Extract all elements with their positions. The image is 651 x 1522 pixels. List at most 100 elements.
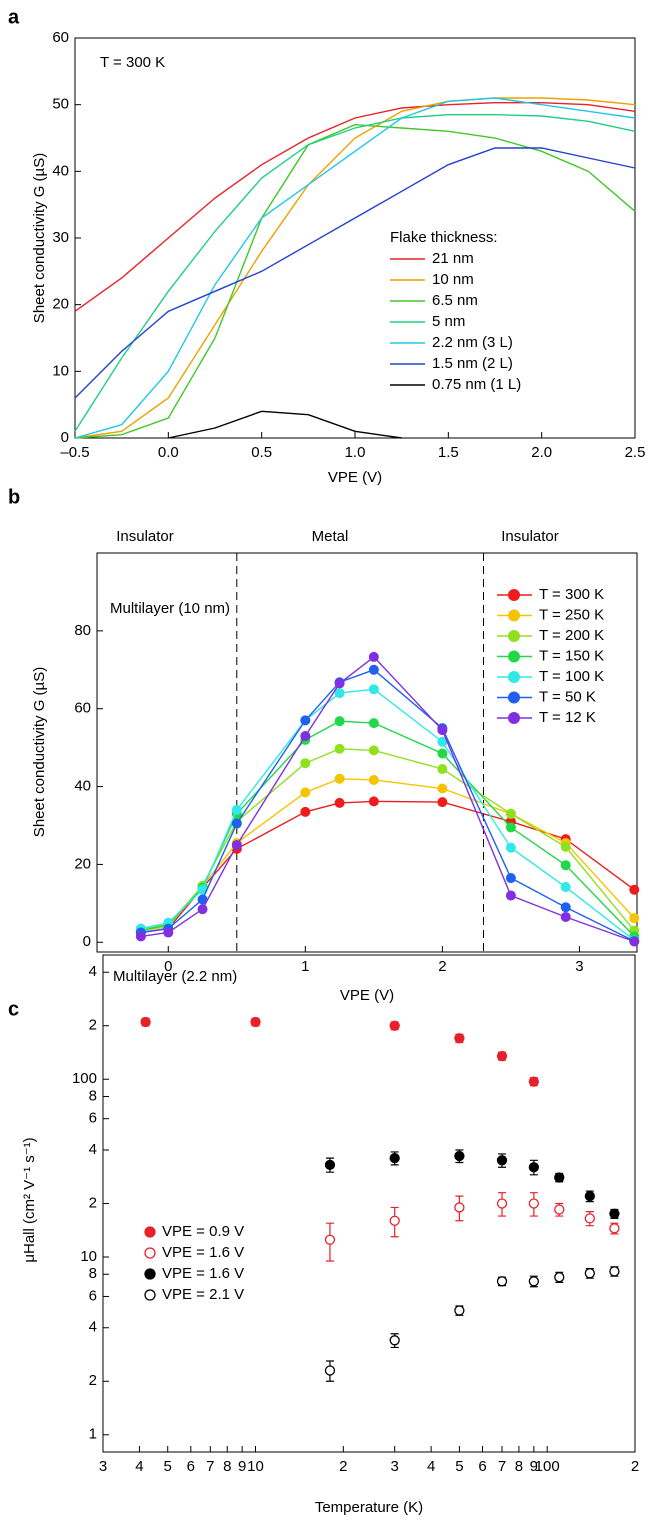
legend-marker xyxy=(144,1289,156,1301)
data-point xyxy=(437,725,448,736)
data-point xyxy=(554,1272,565,1283)
legend-label: VPE = 1.6 V xyxy=(162,1244,244,1261)
x-tick-label: 6 xyxy=(187,1458,195,1475)
data-point xyxy=(368,718,379,729)
y-axis-label: Sheet conductivity G (µS) xyxy=(31,153,48,323)
y-tick-label: 30 xyxy=(52,229,69,246)
data-point xyxy=(584,1213,595,1224)
data-point xyxy=(334,743,345,754)
legend-label: 10 nm xyxy=(432,271,474,288)
data-point xyxy=(554,1204,565,1215)
y-tick-label: 2 xyxy=(89,1017,97,1034)
data-point xyxy=(231,818,242,829)
x-tick-label: 1.0 xyxy=(345,444,366,461)
data-point xyxy=(140,1016,151,1028)
data-point xyxy=(334,678,345,689)
data-point xyxy=(324,1159,336,1170)
y-tick-label: 60 xyxy=(52,29,69,46)
series-line xyxy=(74,123,636,439)
data-point xyxy=(629,913,640,924)
data-point xyxy=(560,841,571,852)
data-point xyxy=(368,684,379,695)
y-tick-label: 10 xyxy=(80,1248,97,1265)
data-point xyxy=(368,664,379,675)
legend-label: T = 300 K xyxy=(539,586,604,603)
panel-letter: c xyxy=(8,998,19,1020)
legend-label: T = 200 K xyxy=(539,627,604,644)
data-point xyxy=(231,804,242,815)
legend-label: 0.75 nm (1 L) xyxy=(432,376,521,393)
x-tick-label: 7 xyxy=(498,1458,506,1475)
annotation: Multilayer (10 nm) xyxy=(110,600,230,617)
data-point xyxy=(609,1208,620,1219)
y-tick-label: 6 xyxy=(89,1110,97,1127)
y-tick-label: 0 xyxy=(83,933,91,950)
data-point xyxy=(389,1215,400,1226)
data-point xyxy=(496,1276,508,1287)
annotation: T = 300 K xyxy=(100,54,165,71)
x-tick-label: 9 xyxy=(530,1458,538,1475)
series-line xyxy=(74,114,636,432)
data-point xyxy=(496,1050,508,1062)
legend-label: T = 100 K xyxy=(539,668,604,685)
x-tick-label: 2.0 xyxy=(531,444,552,461)
data-point xyxy=(560,902,571,913)
data-point xyxy=(437,736,448,747)
data-point xyxy=(368,774,379,785)
y-tick-label: 2 xyxy=(89,1372,97,1389)
data-point xyxy=(560,860,571,871)
x-tick-label: 4 xyxy=(427,1458,435,1475)
data-point xyxy=(584,1268,595,1279)
x-tick-label: 9 xyxy=(238,1458,246,1475)
x-axis-label: Temperature (K) xyxy=(315,1499,423,1516)
y-axis-label: Sheet conductivity G (µS) xyxy=(31,667,48,837)
legend-marker xyxy=(508,650,520,663)
data-point xyxy=(609,1266,620,1277)
series-line xyxy=(140,688,635,941)
x-tick-label: 2 xyxy=(339,1458,347,1475)
annotation: Multilayer (2.2 nm) xyxy=(113,968,237,985)
data-point xyxy=(584,1190,595,1202)
data-point xyxy=(437,764,448,775)
data-point xyxy=(437,748,448,759)
y-tick-label: 2 xyxy=(89,1194,97,1211)
x-tick-label: 10 xyxy=(247,1458,264,1475)
series-line xyxy=(140,800,635,934)
data-point xyxy=(197,894,208,905)
panel-letter: b xyxy=(8,486,20,508)
region-label: Insulator xyxy=(116,528,174,545)
data-point xyxy=(135,931,146,942)
x-tick-label: 3 xyxy=(391,1458,399,1475)
data-point xyxy=(334,773,345,784)
legend-label: 5 nm xyxy=(432,313,465,330)
legend-label: VPE = 2.1 V xyxy=(162,1286,244,1303)
x-tick-label: 1.5 xyxy=(438,444,459,461)
legend-marker xyxy=(144,1247,156,1259)
y-tick-label: 40 xyxy=(52,162,69,179)
data-point xyxy=(505,890,516,901)
data-point xyxy=(629,936,640,947)
x-axis-label: VPE (V) xyxy=(340,987,394,1004)
data-point xyxy=(560,881,571,892)
data-point xyxy=(389,1335,400,1346)
legend-marker xyxy=(508,609,520,622)
data-point xyxy=(163,927,174,938)
y-tick-label: 1 xyxy=(89,1426,97,1443)
x-tick-label: 8 xyxy=(515,1458,523,1475)
data-point xyxy=(505,873,516,884)
legend-label: T = 250 K xyxy=(539,606,604,623)
legend-label: T = 150 K xyxy=(539,647,604,664)
data-point xyxy=(334,716,345,727)
legend-label: VPE = 0.9 V xyxy=(162,1223,244,1240)
y-tick-label: 50 xyxy=(52,96,69,113)
data-point xyxy=(231,839,242,850)
legend-label: 6.5 nm xyxy=(432,292,478,309)
x-tick-label: 3 xyxy=(99,1458,107,1475)
data-point xyxy=(334,797,345,808)
data-point xyxy=(300,806,311,817)
data-point xyxy=(560,911,571,922)
y-tick-label: 8 xyxy=(89,1265,97,1282)
data-point xyxy=(454,1202,465,1213)
x-tick-label: 0 xyxy=(164,958,172,975)
y-tick-label: 60 xyxy=(74,700,91,717)
